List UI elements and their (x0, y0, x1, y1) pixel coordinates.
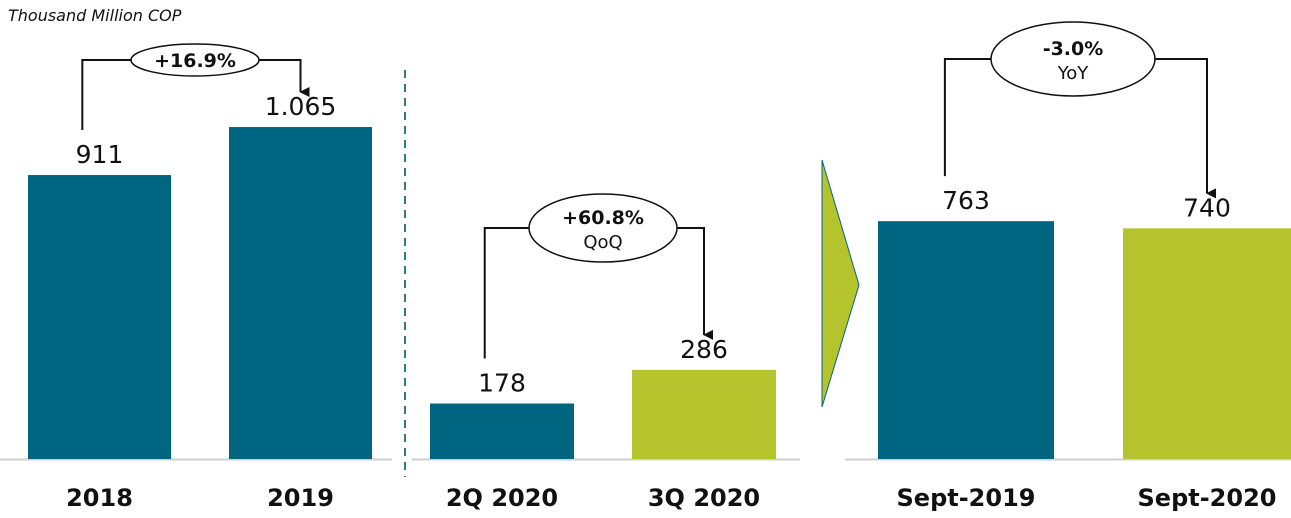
category-label-2018: 2018 (66, 484, 133, 512)
bar-2018 (28, 175, 171, 459)
bar-2019 (229, 127, 372, 460)
category-label-sept-2020: Sept-2020 (1138, 484, 1277, 512)
category-label-sept-2019: Sept-2019 (897, 484, 1036, 512)
change-value: +60.8% (562, 207, 644, 229)
change-pill (528, 193, 678, 263)
value-label-sept-2019: 763 (942, 186, 990, 215)
change-pill (130, 43, 260, 77)
category-label-2q-2020: 2Q 2020 (446, 484, 558, 512)
category-label-3q-2020: 3Q 2020 (648, 484, 760, 512)
change-value: +16.9% (154, 50, 236, 72)
bar-2q-2020 (430, 403, 574, 459)
value-label-2019: 1.065 (265, 92, 337, 121)
bar-sept-2019 (878, 221, 1054, 459)
value-label-2018: 911 (76, 140, 124, 169)
value-label-2q-2020: 178 (478, 369, 526, 398)
change-pill (990, 21, 1156, 97)
bar-3q-2020 (632, 369, 776, 459)
change-period: QoQ (583, 232, 622, 253)
change-period: YoY (1057, 63, 1090, 84)
value-label-sept-2020: 740 (1183, 193, 1231, 222)
change-value: -3.0% (1043, 38, 1104, 60)
bar-sept-2020 (1123, 228, 1291, 459)
value-label-3q-2020: 286 (680, 335, 728, 364)
transition-chevron (821, 159, 860, 408)
category-label-2019: 2019 (267, 484, 334, 512)
unit-label: Thousand Million COP (8, 6, 182, 25)
